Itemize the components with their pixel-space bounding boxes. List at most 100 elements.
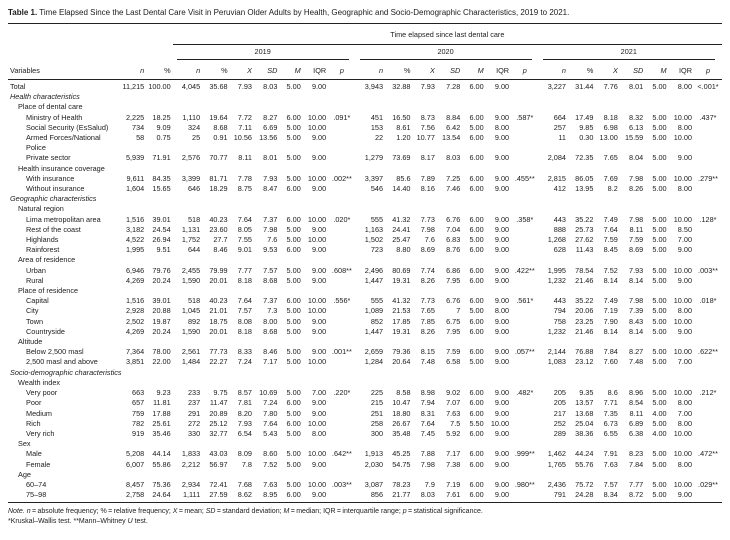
cell: 7.00	[311, 388, 327, 398]
cell	[328, 133, 355, 153]
cell	[202, 92, 229, 102]
cell	[356, 286, 385, 296]
cell	[279, 439, 302, 449]
cell	[356, 164, 385, 174]
cell	[385, 337, 412, 347]
cell	[669, 470, 694, 480]
cell: 6.00	[469, 316, 484, 326]
cell	[462, 194, 485, 204]
cell	[413, 286, 437, 296]
cell: 10.77	[416, 133, 435, 143]
cell: 7.60	[603, 357, 618, 367]
cell: 13.95	[575, 184, 594, 194]
cell: 7.25	[446, 173, 461, 183]
cell: 20.01	[209, 275, 228, 285]
table-row: Ministry of Health 2,225 18.25 1,110 19.64 7.…	[8, 113, 722, 123]
cell: 10.00	[673, 112, 692, 122]
cell: 8.80	[396, 245, 411, 255]
cell: 9.00	[311, 408, 327, 418]
cell	[694, 327, 722, 337]
cell: 7.48	[420, 357, 435, 367]
cell: 85.6	[396, 173, 411, 183]
cell	[595, 470, 619, 480]
cell: 6.00	[286, 398, 301, 408]
note-segment: = median;	[289, 508, 324, 516]
cell: 4,269	[125, 275, 145, 285]
cell: 25	[192, 133, 201, 143]
cell: 15.65	[152, 184, 171, 194]
cell	[356, 470, 385, 480]
cell	[595, 378, 619, 388]
cell: 1,502	[364, 235, 384, 245]
cell: 644	[187, 245, 201, 255]
cell	[279, 204, 302, 214]
cell: 5.00	[652, 184, 667, 194]
cell: 6.00	[469, 388, 484, 398]
cell	[173, 470, 202, 480]
table-title-number: Table 1.	[8, 8, 38, 17]
note-segment: IQR	[323, 508, 336, 516]
cell: 5.00	[286, 408, 301, 418]
cell: 9.00	[494, 133, 510, 143]
cell	[486, 470, 511, 480]
table-row: 2,500 masl and above 3,851 22.00 1,484 22.27…	[8, 357, 722, 367]
cell: 79.36	[392, 347, 411, 357]
cell: 1,604	[125, 184, 145, 194]
cell: 6.55	[603, 428, 618, 438]
row-label: Rainforest	[26, 245, 60, 255]
cell	[230, 102, 254, 112]
cell	[595, 102, 619, 112]
cell	[146, 204, 172, 214]
cell	[146, 439, 172, 449]
cell: 4.00	[652, 428, 667, 438]
cell	[254, 368, 279, 378]
cell	[568, 470, 595, 480]
cell	[173, 164, 202, 174]
cell: 10.00	[307, 357, 327, 367]
cell: 9.00	[494, 112, 510, 122]
cell: 9.00	[311, 133, 327, 143]
cell	[595, 204, 619, 214]
cell: 2,212	[181, 459, 201, 469]
cell	[694, 398, 722, 408]
cell: 8.60	[263, 449, 278, 459]
row-label: Health characteristics	[10, 92, 80, 102]
cell	[173, 255, 202, 265]
table-row: Health insurance coverage	[8, 164, 722, 174]
cell	[328, 378, 355, 388]
cell: 1.20	[396, 133, 411, 143]
cell	[486, 286, 511, 296]
cell: .002**	[331, 173, 352, 183]
note-segment: = interquartile range;	[335, 508, 403, 516]
cell	[413, 204, 437, 214]
cell: 39.01	[152, 214, 171, 224]
cell	[694, 164, 722, 174]
cell	[620, 439, 645, 449]
cell: 7.98	[629, 173, 644, 183]
cell: 9.00	[494, 479, 510, 489]
cell	[303, 470, 328, 480]
cell: 81.71	[209, 173, 228, 183]
cell	[328, 245, 355, 255]
cell: 7.95	[446, 326, 461, 336]
cell	[173, 439, 202, 449]
cell	[486, 337, 511, 347]
cell: 7.88	[420, 449, 435, 459]
cell: 24.64	[146, 490, 173, 504]
cell: 10.00	[307, 306, 327, 316]
cell: 8.6	[607, 388, 618, 398]
cell: 6.00	[286, 245, 301, 255]
cell: 17.49	[575, 112, 594, 122]
cell	[511, 204, 538, 214]
cell: 56.97	[209, 459, 228, 469]
cell	[173, 92, 202, 102]
cell	[669, 439, 694, 449]
cell: 7.93	[237, 82, 252, 91]
cell: 7.8	[241, 459, 252, 469]
cell: 7.94	[420, 398, 435, 408]
col-header-n: n	[172, 61, 203, 80]
cell: 518	[187, 296, 201, 306]
cell: 782	[132, 418, 145, 428]
cell: 70.77	[209, 153, 228, 163]
cell: 9.00	[494, 357, 510, 367]
